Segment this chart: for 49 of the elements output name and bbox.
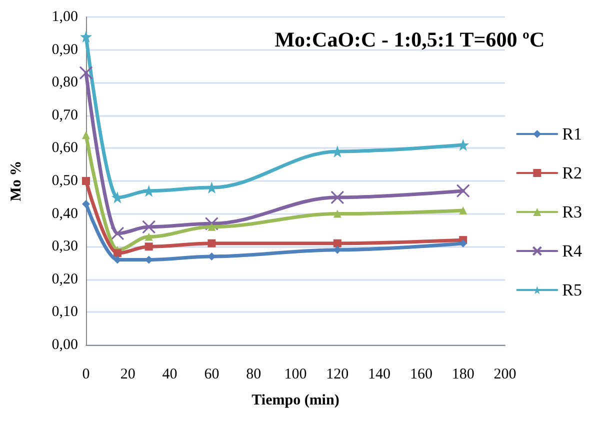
point [456, 184, 470, 198]
point [459, 206, 468, 215]
point [333, 210, 342, 218]
x-tick-label: 140 [368, 366, 391, 382]
y-tick-label: 1,00 [52, 9, 78, 25]
x-tick-label: 180 [452, 366, 474, 382]
point [208, 239, 216, 248]
y-tick-label: 0,90 [52, 42, 78, 58]
point [144, 232, 153, 241]
x-tick-label: 60 [204, 366, 220, 382]
legend-label: R5 [562, 280, 582, 300]
y-axis-title: Mo % [8, 160, 24, 202]
text: Mo:CaO:C - 1:0,5:1 T=600 ºC [274, 28, 545, 52]
point [142, 184, 155, 197]
y-tick-label: 0,40 [52, 206, 78, 222]
point [208, 222, 216, 231]
x-tick-label: 20 [120, 366, 136, 382]
x-tick-label: 100 [284, 366, 307, 382]
x-tick-label: 120 [326, 366, 349, 382]
point [333, 239, 342, 248]
y-tick-label: 0,30 [52, 238, 78, 255]
point [144, 242, 153, 251]
y-tick-label: 0,20 [52, 271, 78, 288]
point [82, 177, 90, 185]
point [457, 138, 470, 151]
legend-label: R2 [562, 164, 582, 182]
y-tick-label: 0,70 [52, 107, 78, 124]
y-tick-label: 0,60 [52, 140, 78, 156]
legend-label: R3 [562, 202, 582, 222]
x-axis-title: Tiempo (min) [252, 392, 340, 408]
point [82, 131, 90, 140]
point [79, 66, 93, 80]
legend-label: R1 [562, 124, 582, 144]
legend-label: R4 [562, 242, 582, 260]
point [110, 226, 124, 240]
x-tick-label: 80 [246, 366, 262, 382]
y-tick-label: 0,80 [52, 74, 78, 91]
x-tick-label: 200 [494, 366, 516, 382]
x-tick-label: 0 [82, 366, 90, 382]
point [330, 190, 344, 204]
point [82, 200, 90, 208]
point [113, 249, 122, 258]
x-tick-label: 160 [410, 366, 432, 382]
x-tick-label: 40 [162, 366, 178, 382]
y-tick-label: 0,00 [52, 337, 78, 353]
y-tick-label: 0,50 [52, 173, 78, 189]
point [80, 30, 92, 43]
y-tick-label: 0,10 [52, 304, 78, 320]
point [142, 220, 156, 234]
